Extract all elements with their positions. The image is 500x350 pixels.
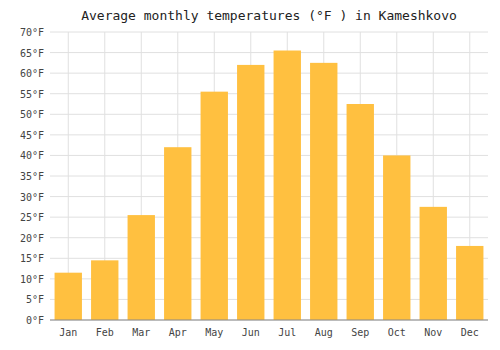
y-tick-label: 10°F (20, 274, 44, 285)
bar (128, 215, 155, 320)
y-grid-line (50, 52, 488, 53)
bar (201, 92, 228, 320)
x-tick-label: Aug (315, 327, 333, 338)
bar (164, 147, 191, 320)
y-tick-label: 30°F (20, 192, 44, 203)
y-grid-line (50, 73, 488, 74)
title: Average monthly temperatures (°F ) in Ka… (81, 8, 457, 23)
y-grid-line (50, 196, 488, 197)
chart-svg: Average monthly temperatures (°F ) in Ka… (0, 0, 500, 350)
y-tick-label: 45°F (20, 130, 44, 141)
x-tick-label: Jan (59, 327, 77, 338)
bar (383, 155, 410, 320)
y-tick-label: 50°F (20, 109, 44, 120)
y-grid-line (50, 114, 488, 115)
x-tick-label: Jul (278, 327, 296, 338)
x-tick-label: Jun (242, 327, 260, 338)
y-tick-label: 15°F (20, 253, 44, 264)
x-tick-label: Mar (132, 327, 150, 338)
x-tick-label: Dec (461, 327, 479, 338)
y-grid-line (50, 134, 488, 135)
x-tick-label: Nov (424, 327, 442, 338)
y-tick-label: 0°F (26, 315, 44, 326)
y-tick-label: 35°F (20, 171, 44, 182)
bar (274, 51, 301, 320)
chart-container: Average monthly temperatures (°F ) in Ka… (0, 0, 500, 350)
y-grid-line (50, 93, 488, 94)
y-tick-label: 25°F (20, 212, 44, 223)
y-grid-line (50, 32, 488, 33)
grid (50, 32, 488, 320)
y-tick-label: 20°F (20, 233, 44, 244)
bar (456, 246, 483, 320)
y-tick-label: 65°F (20, 48, 44, 59)
x-tick-label: Apr (169, 327, 187, 338)
x-tick-label: Oct (388, 327, 406, 338)
bar (55, 273, 82, 320)
y-grid-line (50, 320, 488, 321)
y-tick-label: 70°F (20, 27, 44, 38)
y-tick-label: 40°F (20, 150, 44, 161)
y-grid-line (50, 176, 488, 177)
bar (91, 260, 118, 320)
y-tick-label: 5°F (26, 294, 44, 305)
bar (420, 207, 447, 320)
axes: 0°F 5°F 10°F 15°F 20°F 25°F 30°F 35°F 40°F 45°F 50… (20, 27, 479, 338)
y-tick-label: 55°F (20, 89, 44, 100)
y-tick-label: 60°F (20, 68, 44, 79)
bar (310, 63, 337, 320)
x-tick-label: Feb (96, 327, 114, 338)
bar (347, 104, 374, 320)
x-axis-line (50, 320, 488, 321)
x-tick-label: May (205, 327, 223, 338)
x-tick-label: Sep (351, 327, 369, 338)
bar (237, 65, 264, 320)
bars (55, 51, 484, 320)
y-grid-line (50, 155, 488, 156)
